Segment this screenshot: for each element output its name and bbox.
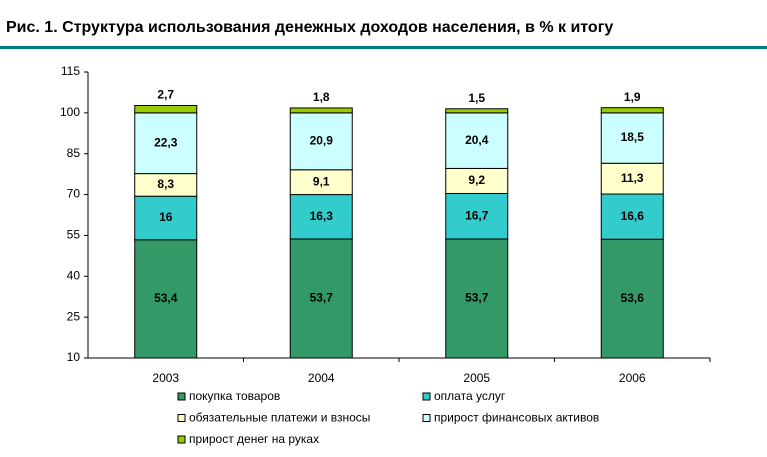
y-tick-label: 25 — [67, 309, 81, 323]
y-tick-label: 10 — [67, 350, 81, 364]
data-label: 1,8 — [313, 90, 330, 104]
legend-label: покупка товаров — [189, 389, 280, 403]
data-label: 1,9 — [624, 90, 641, 104]
bar-segment — [600, 112, 664, 164]
x-tick-label: 2003 — [152, 371, 179, 385]
data-label: 9,2 — [468, 173, 485, 187]
legend-swatch — [177, 392, 186, 401]
bar-segment — [134, 112, 198, 175]
data-label: 53,7 — [465, 291, 489, 305]
bar-segment — [289, 169, 353, 196]
legend-swatch — [177, 435, 186, 444]
legend-label: оплата услуг — [434, 389, 506, 403]
y-tick-label: 55 — [67, 228, 81, 242]
data-label: 22,3 — [154, 135, 178, 149]
bar-segment — [600, 193, 664, 240]
bar-segment — [600, 238, 664, 359]
legend-label: обязательные платежи и взносы — [189, 411, 370, 425]
data-label: 16,6 — [621, 209, 645, 223]
data-label: 16,7 — [465, 208, 489, 222]
bar-segment — [289, 107, 353, 114]
data-label: 9,1 — [313, 174, 330, 188]
bar-segment — [134, 105, 198, 114]
bar-segment — [600, 162, 664, 195]
y-tick-label: 115 — [61, 64, 80, 78]
y-tick-label: 70 — [67, 187, 81, 201]
legend-label: прирост финансовых активов — [434, 411, 599, 425]
bar-segment — [134, 195, 198, 241]
title-underline — [0, 46, 767, 49]
y-tick-label: 100 — [60, 105, 80, 119]
data-label: 1,5 — [468, 91, 485, 105]
bar-segment — [289, 238, 353, 359]
data-label: 16 — [159, 210, 173, 224]
data-label: 20,4 — [465, 133, 489, 147]
bar-segment — [134, 239, 198, 359]
legend-swatch — [422, 414, 431, 422]
x-tick-label: 2005 — [463, 371, 490, 385]
y-tick-label: 40 — [67, 268, 81, 282]
y-tick-label: 85 — [67, 146, 81, 160]
legend-swatch — [422, 392, 431, 401]
data-label: 11,3 — [621, 171, 644, 185]
x-tick-label: 2006 — [619, 371, 646, 385]
data-label: 20,9 — [310, 133, 334, 147]
chart-title: Рис. 1. Структура использования денежных… — [6, 19, 613, 36]
legend-swatch — [177, 414, 186, 422]
data-label: 8,3 — [157, 177, 174, 191]
bar-segment — [445, 238, 509, 359]
bar-segment — [445, 167, 509, 194]
legend-label: прирост денег на руках — [189, 432, 319, 446]
data-label: 18,5 — [621, 130, 645, 144]
data-label: 53,7 — [310, 291, 334, 305]
data-label: 16,3 — [310, 209, 334, 223]
x-tick-label: 2004 — [308, 371, 335, 385]
bar-segment — [445, 112, 509, 169]
bar-segment — [445, 108, 509, 114]
data-label: 53,4 — [154, 291, 178, 305]
data-label: 2,7 — [157, 88, 174, 102]
bar-segment — [600, 107, 664, 114]
bar-segment — [445, 192, 509, 240]
bar-segment — [289, 194, 353, 240]
data-label: 53,6 — [621, 291, 645, 305]
